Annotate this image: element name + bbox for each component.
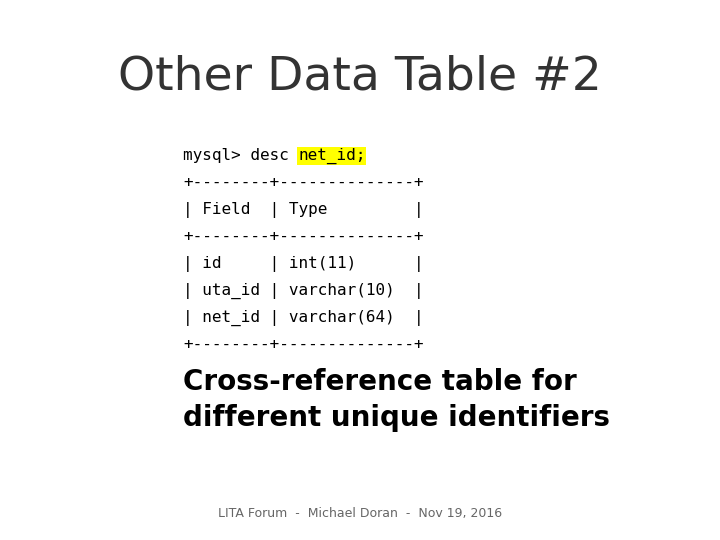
Text: different unique identifiers: different unique identifiers (183, 404, 610, 432)
Bar (297, 147, 366, 165)
Text: mysql> desc: mysql> desc (183, 148, 299, 163)
Text: Cross-reference table for: Cross-reference table for (183, 368, 577, 396)
Text: Other Data Table #2: Other Data Table #2 (118, 55, 602, 100)
Text: | uta_id | varchar(10)  |: | uta_id | varchar(10) | (183, 283, 423, 299)
Text: | Field  | Type         |: | Field | Type | (183, 202, 423, 218)
Text: +--------+--------------+: +--------+--------------+ (183, 175, 423, 190)
Text: | net_id | varchar(64)  |: | net_id | varchar(64) | (183, 310, 423, 326)
Text: LITA Forum  -  Michael Doran  -  Nov 19, 2016: LITA Forum - Michael Doran - Nov 19, 201… (218, 507, 502, 520)
Text: +--------+--------------+: +--------+--------------+ (183, 229, 423, 244)
Text: +--------+--------------+: +--------+--------------+ (183, 337, 423, 352)
Text: net_id;: net_id; (298, 148, 366, 164)
Text: | id     | int(11)      |: | id | int(11) | (183, 256, 423, 272)
